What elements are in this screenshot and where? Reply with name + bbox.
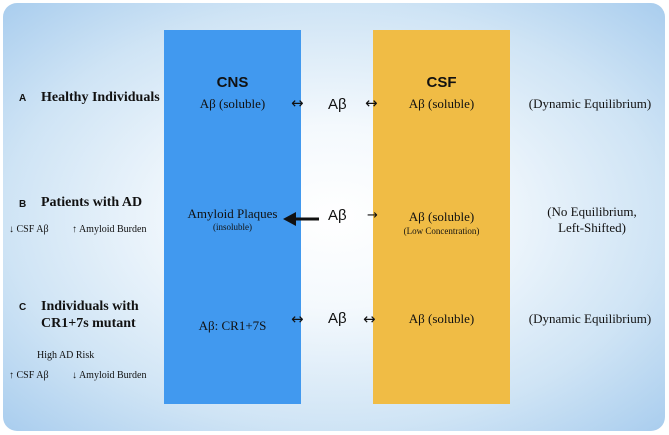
row-a-state: (Dynamic Equilibrium): [528, 96, 652, 111]
row-b-right-arrow: →: [367, 208, 378, 223]
row-a-left-double-arrow: ↔: [291, 94, 304, 112]
row-c-left-double-arrow: ↔: [291, 310, 304, 328]
row-a-middle-abeta: Aβ: [328, 96, 347, 113]
row-b-left-bold-arrow: [283, 212, 319, 226]
csf-column-title: CSF: [426, 74, 457, 91]
cns-column: CNS: [164, 30, 301, 404]
row-c-state: (Dynamic Equilibrium): [528, 311, 652, 326]
row-c-heading-line2: CR1+7s mutant: [41, 316, 136, 331]
row-c-heading-line1: Individuals with: [41, 299, 139, 314]
row-b-middle-abeta: Aβ: [328, 207, 347, 224]
row-c-csf-note: ↑ CSF Aβ: [9, 370, 49, 381]
row-c-risk-note: High AD Risk: [37, 350, 95, 361]
row-b-letter: B: [19, 199, 27, 210]
csf-column: CSF: [373, 30, 510, 404]
row-b-cns-text: Amyloid Plaques: [187, 206, 278, 221]
row-b-state-line2: Left-Shifted): [558, 220, 626, 235]
row-a-right-double-arrow: ↔: [365, 94, 378, 112]
row-b-cns-subtext: (insoluble): [213, 222, 252, 232]
row-a-csf-text: Aβ (soluble): [408, 96, 475, 111]
row-b-state-line1: (No Equilibrium,: [547, 204, 637, 219]
cns-column-title: CNS: [216, 74, 249, 91]
diagram-frame: [3, 3, 665, 431]
row-b-heading: Patients with AD: [41, 195, 143, 210]
row-b-csf-text: Aβ (soluble): [408, 209, 475, 224]
row-c-burden-note: ↓ Amyloid Burden: [72, 370, 147, 381]
row-a-cns-text: Aβ (soluble): [199, 96, 266, 111]
row-c-middle-abeta: Aβ: [328, 310, 347, 327]
row-b-csf-note: ↓ CSF Aβ: [9, 224, 49, 235]
row-a-letter: A: [19, 93, 27, 104]
row-c-right-double-arrow: ↔: [363, 310, 376, 328]
row-b-csf-subtext: (Low Concentration): [403, 226, 480, 236]
row-c-csf-text: Aβ (soluble): [408, 311, 475, 326]
row-a-heading: Healthy Individuals: [41, 90, 160, 105]
row-c-letter: C: [19, 302, 27, 313]
row-b-burden-note: ↑ Amyloid Burden: [72, 224, 147, 235]
row-c-cns-text: Aβ: CR1+7S: [198, 318, 267, 333]
